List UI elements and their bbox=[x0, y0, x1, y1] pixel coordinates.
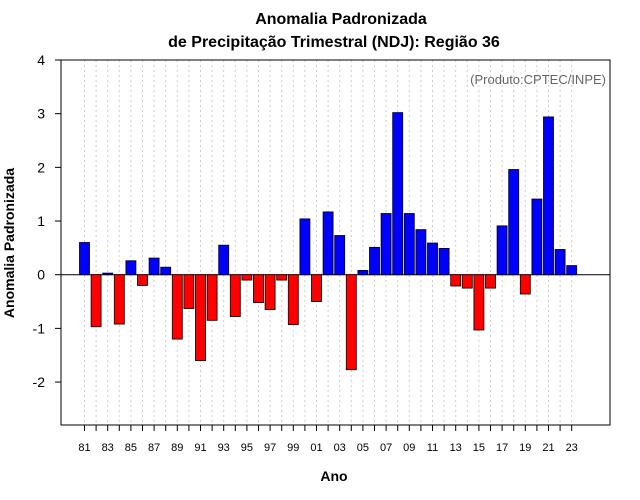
bar-96 bbox=[253, 274, 264, 304]
x-tick-label: 13 bbox=[450, 442, 462, 454]
bar-09 bbox=[403, 213, 415, 276]
y-axis-label: Anomalia Padronizada bbox=[1, 168, 17, 318]
source-annotation: (Produto:CPTEC/INPE) bbox=[470, 72, 606, 87]
bar-21 bbox=[543, 116, 554, 276]
x-tick-label: 07 bbox=[380, 442, 392, 454]
x-tick-label: 83 bbox=[102, 442, 114, 454]
bar-23 bbox=[566, 265, 578, 276]
x-tick-label: 89 bbox=[171, 442, 183, 454]
bar-92 bbox=[206, 274, 218, 321]
bar-88 bbox=[160, 266, 172, 276]
bar-82 bbox=[90, 274, 102, 328]
x-tick-label: 23 bbox=[566, 442, 578, 454]
bar-08 bbox=[392, 112, 404, 276]
y-tick-label: -1 bbox=[33, 320, 46, 336]
bar-00 bbox=[299, 218, 311, 276]
bar-97 bbox=[264, 274, 276, 310]
bar-91 bbox=[195, 274, 206, 361]
x-tick-label: 09 bbox=[403, 442, 415, 454]
bar-93 bbox=[218, 244, 230, 276]
bar-94 bbox=[229, 274, 241, 317]
bar-04 bbox=[345, 274, 357, 371]
bar-81 bbox=[79, 242, 90, 276]
bar-85 bbox=[125, 260, 137, 276]
x-tick-label: 01 bbox=[310, 442, 322, 454]
x-tick-label: 95 bbox=[241, 442, 253, 454]
x-tick-label: 93 bbox=[218, 442, 230, 454]
bar-02 bbox=[322, 211, 334, 276]
y-tick-label: 0 bbox=[37, 267, 45, 283]
x-tick-label: 91 bbox=[194, 442, 206, 454]
bar-84 bbox=[113, 274, 125, 325]
y-tick-label: 2 bbox=[37, 159, 45, 175]
bar-06 bbox=[369, 246, 380, 276]
y-axis-ticks: 4 3 2 1 0 -1 -2 bbox=[33, 52, 61, 390]
bar-14 bbox=[461, 274, 473, 289]
bar-15 bbox=[473, 274, 485, 331]
bar-95 bbox=[241, 274, 253, 281]
bar-16 bbox=[485, 274, 496, 289]
chart-title: Anomalia Padronizada bbox=[255, 11, 427, 28]
bar-89 bbox=[171, 274, 183, 340]
bar-10 bbox=[415, 229, 427, 276]
bar-13 bbox=[450, 274, 462, 287]
bar-17 bbox=[496, 225, 508, 276]
bar-07 bbox=[380, 213, 392, 276]
x-tick-label: 87 bbox=[148, 442, 160, 454]
bar-11 bbox=[427, 242, 438, 276]
chart-bars bbox=[79, 112, 578, 371]
bar-90 bbox=[183, 274, 195, 309]
bar-01 bbox=[311, 274, 322, 302]
bar-18 bbox=[508, 169, 520, 276]
y-tick-label: 1 bbox=[37, 213, 45, 229]
bar-12 bbox=[438, 248, 450, 276]
bar-87 bbox=[148, 257, 160, 276]
bar-99 bbox=[287, 274, 299, 326]
x-tick-label: 17 bbox=[496, 442, 508, 454]
bar-86 bbox=[137, 274, 148, 286]
x-tick-label: 19 bbox=[519, 442, 531, 454]
bar-20 bbox=[531, 198, 543, 276]
bar-98 bbox=[276, 274, 288, 281]
x-tick-label: 97 bbox=[264, 442, 276, 454]
bar-22 bbox=[554, 249, 566, 276]
y-tick-label: 4 bbox=[37, 52, 45, 68]
x-tick-label: 21 bbox=[542, 442, 554, 454]
x-tick-label: 81 bbox=[78, 442, 90, 454]
x-tick-label: 05 bbox=[357, 442, 369, 454]
x-tick-label: 99 bbox=[287, 442, 299, 454]
bar-19 bbox=[519, 274, 531, 295]
chart-subtitle: de Precipitação Trimestral (NDJ): Região… bbox=[168, 34, 500, 51]
x-tick-label: 11 bbox=[427, 442, 438, 454]
x-axis-label: Ano bbox=[320, 468, 347, 484]
y-tick-label: 3 bbox=[37, 106, 45, 122]
x-tick-label: 03 bbox=[334, 442, 346, 454]
bar-03 bbox=[334, 235, 346, 276]
plot-frame bbox=[60, 59, 611, 426]
bar-83 bbox=[102, 272, 114, 276]
x-axis-ticks: 81 83 85 87 89 91 93 95 97 99 01 03 05 07 09 11 13 15 17 19… bbox=[78, 425, 578, 454]
bar-05 bbox=[357, 270, 369, 276]
x-tick-label: 15 bbox=[473, 442, 485, 454]
x-tick-label: 85 bbox=[125, 442, 137, 454]
y-tick-label: -2 bbox=[33, 374, 46, 390]
